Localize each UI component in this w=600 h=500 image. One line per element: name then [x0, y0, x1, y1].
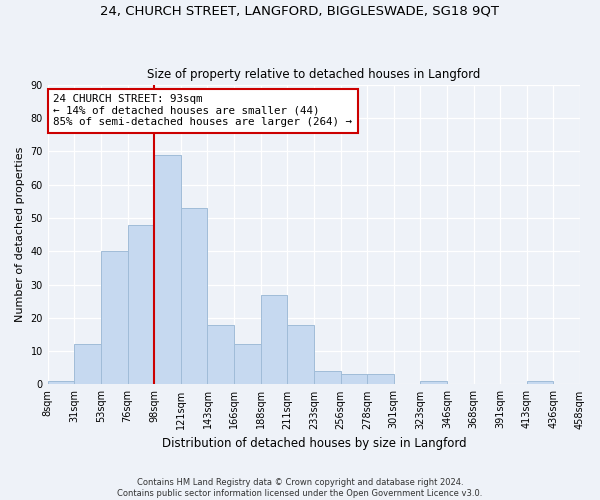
Bar	[367, 374, 394, 384]
Bar	[527, 381, 553, 384]
Text: 24 CHURCH STREET: 93sqm
← 14% of detached houses are smaller (44)
85% of semi-de: 24 CHURCH STREET: 93sqm ← 14% of detache…	[53, 94, 352, 127]
Bar	[314, 371, 341, 384]
Title: Size of property relative to detached houses in Langford: Size of property relative to detached ho…	[147, 68, 481, 81]
Bar	[74, 344, 101, 385]
Bar	[260, 294, 287, 384]
Bar	[48, 381, 74, 384]
Bar	[341, 374, 367, 384]
Bar	[181, 208, 208, 384]
Bar	[128, 224, 154, 384]
Text: Contains HM Land Registry data © Crown copyright and database right 2024.
Contai: Contains HM Land Registry data © Crown c…	[118, 478, 482, 498]
X-axis label: Distribution of detached houses by size in Langford: Distribution of detached houses by size …	[161, 437, 466, 450]
Bar	[234, 344, 260, 385]
Bar	[101, 252, 128, 384]
Text: 24, CHURCH STREET, LANGFORD, BIGGLESWADE, SG18 9QT: 24, CHURCH STREET, LANGFORD, BIGGLESWADE…	[101, 5, 499, 18]
Bar	[208, 324, 234, 384]
Y-axis label: Number of detached properties: Number of detached properties	[15, 147, 25, 322]
Bar	[154, 155, 181, 384]
Bar	[421, 381, 447, 384]
Bar	[287, 324, 314, 384]
